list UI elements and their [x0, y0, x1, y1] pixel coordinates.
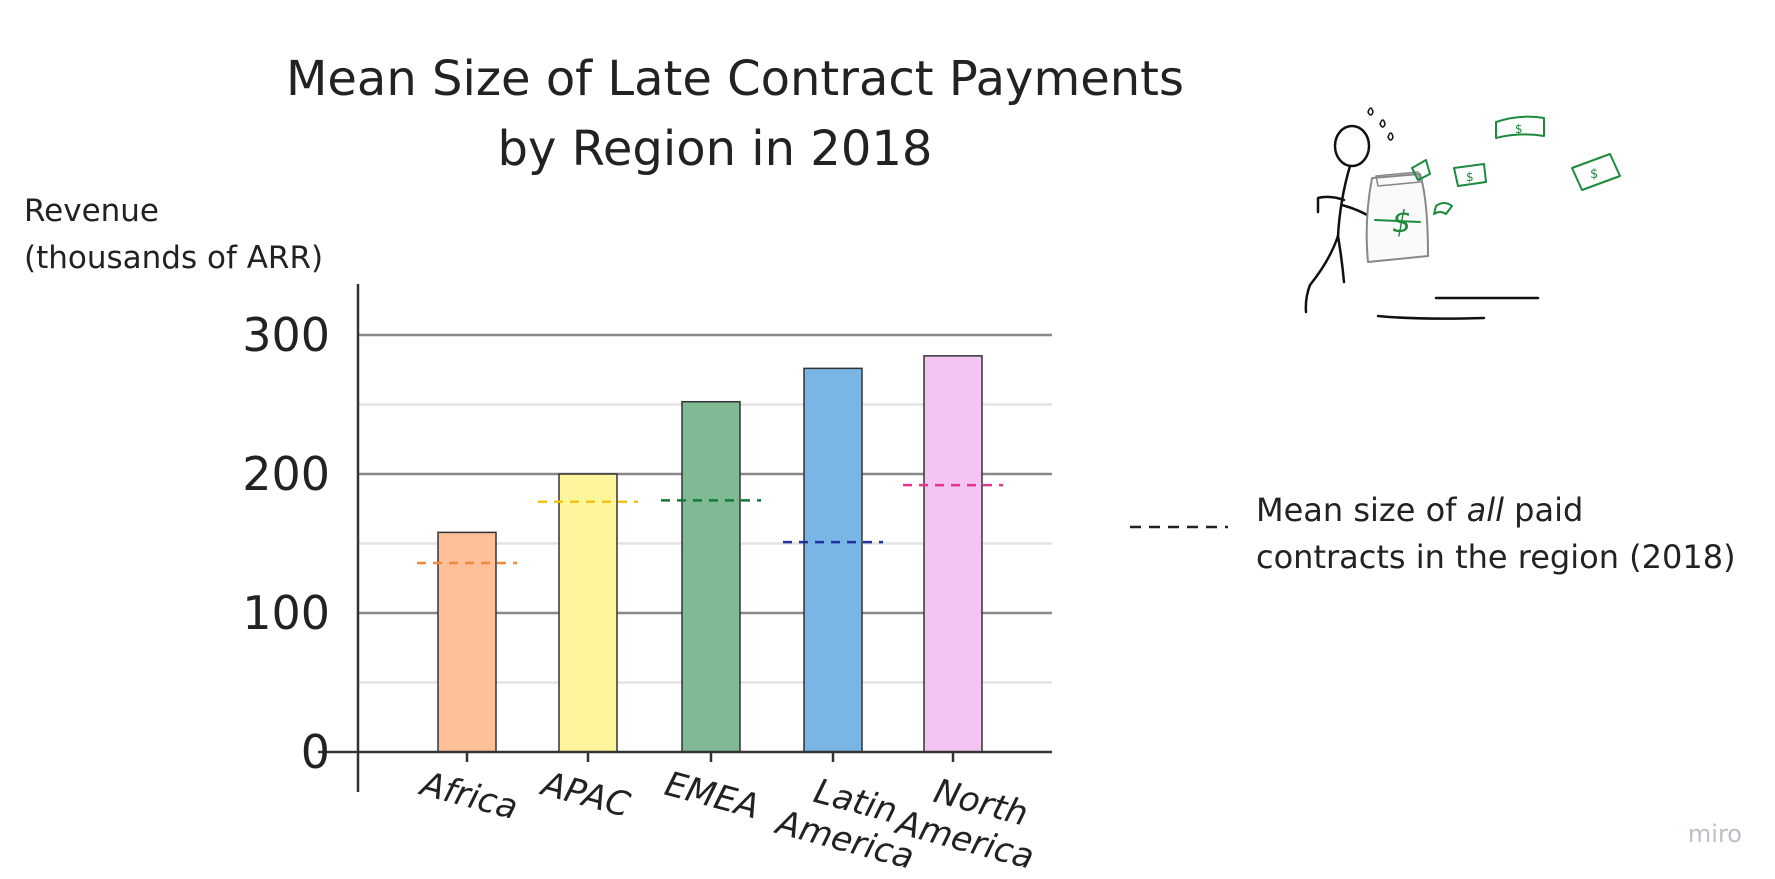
bars	[437, 355, 983, 753]
x-tick-label-line: EMEA	[661, 764, 764, 827]
svg-text:$: $	[1466, 170, 1474, 184]
y-tick-label: 300	[242, 308, 330, 362]
x-tick-label: Africa	[415, 764, 522, 829]
x-tick-label-line: Africa	[415, 764, 522, 829]
axes	[318, 284, 1052, 792]
svg-text:$: $	[1590, 167, 1598, 182]
svg-text:$: $	[1515, 122, 1523, 136]
y-tick-label: 200	[242, 447, 330, 501]
bar-apac	[558, 473, 618, 753]
x-tick-label-line: APAC	[536, 764, 635, 826]
x-tick-label: EMEA	[661, 764, 764, 827]
y-axis-label-line-1: Revenue	[24, 193, 159, 229]
bar-north-america	[923, 355, 983, 753]
y-tick-label: 0	[301, 725, 330, 779]
legend-label-part-1: Mean size of	[1256, 491, 1467, 529]
y-tick-labels: 0 100 200 300	[242, 308, 330, 779]
legend-label-line-1: Mean size of all paid	[1256, 491, 1583, 529]
chart-title-line-2: by Region in 2018	[498, 121, 933, 177]
watermark: miro	[1688, 820, 1742, 848]
chart-title-line-1: Mean Size of Late Contract Payments	[286, 51, 1184, 107]
bar-africa	[437, 531, 497, 753]
y-tick-label: 100	[242, 586, 330, 640]
bar-latin-america	[803, 367, 863, 753]
legend-label-emphasis: all	[1467, 491, 1505, 529]
x-tick-label: APAC	[536, 764, 635, 826]
bar-emea	[681, 400, 741, 753]
legend-label-part-2: paid	[1504, 491, 1583, 529]
stick-figure-with-cash-machine-icon: $ $ $ $	[1304, 107, 1621, 320]
legend-label-line-2: contracts in the region (2018)	[1256, 538, 1736, 576]
legend: Mean size of all paid contracts in the r…	[1130, 491, 1736, 576]
y-axis-label-line-2: (thousands of ARR)	[24, 240, 323, 276]
mean-lines	[417, 483, 1003, 565]
svg-text:$: $	[1392, 205, 1411, 240]
